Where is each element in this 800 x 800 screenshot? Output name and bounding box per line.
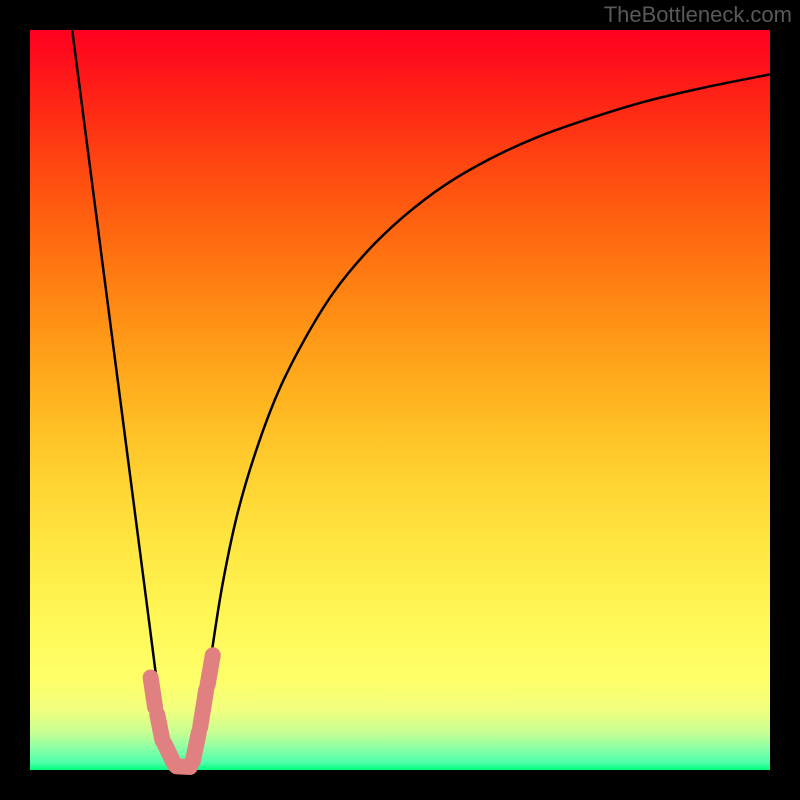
valley-marker-pill (157, 715, 162, 741)
plot-gradient-background (30, 30, 770, 770)
bottleneck-chart (0, 0, 800, 800)
watermark-text: TheBottleneck.com (604, 2, 792, 28)
chart-container: TheBottleneck.com (0, 0, 800, 800)
valley-marker-pill (200, 690, 206, 727)
valley-marker-pill (193, 733, 199, 761)
valley-marker-pill (151, 678, 155, 708)
valley-marker-pill (208, 655, 213, 685)
